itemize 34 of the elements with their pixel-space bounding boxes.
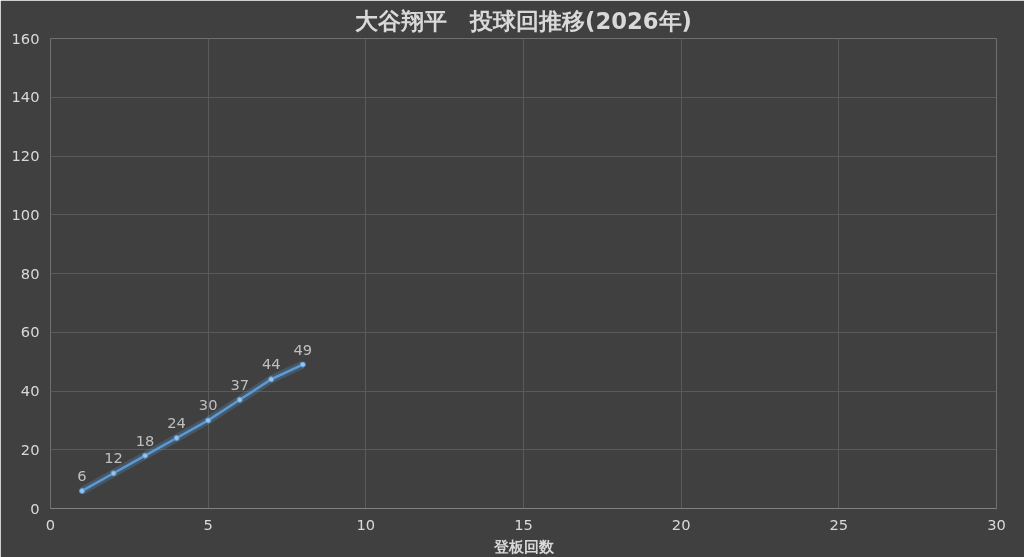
point — [142, 452, 149, 459]
data-label: 37 — [230, 375, 250, 393]
data-label: 24 — [167, 414, 186, 431]
point — [236, 396, 243, 403]
y-tick-label: 20 — [20, 440, 40, 458]
point — [205, 417, 212, 424]
y-tick-label: 160 — [11, 29, 40, 47]
y-tick-label: 100 — [11, 205, 40, 223]
chart-title: 大谷翔平 投球回推移(2026年) — [355, 7, 692, 34]
point — [110, 470, 117, 477]
data-label: 44 — [261, 355, 281, 373]
point — [173, 435, 180, 441]
y-tick-label: 40 — [20, 382, 40, 399]
data-label: 6 — [77, 466, 87, 484]
y-tick-label: 80 — [20, 264, 40, 282]
x-tick-label: 5 — [203, 515, 213, 533]
data-label: 12 — [104, 449, 123, 467]
x-tick-label: 15 — [514, 515, 533, 533]
x-tick-label: 10 — [356, 515, 376, 533]
x-tick-label: 25 — [829, 515, 849, 533]
x-axis-title: 登板回数 — [492, 537, 555, 555]
y-tick-label: 120 — [11, 147, 40, 164]
point — [299, 361, 306, 368]
point — [268, 376, 275, 383]
x-tick-label: 30 — [987, 515, 1006, 533]
data-label: 18 — [135, 431, 155, 449]
data-label: 49 — [293, 340, 313, 358]
y-tick-label: 60 — [20, 323, 40, 341]
y-tick-label: 140 — [11, 88, 40, 106]
y-tick-label: 0 — [30, 499, 40, 517]
point — [79, 487, 86, 494]
data-label: 30 — [198, 396, 218, 414]
x-tick-label: 20 — [671, 515, 691, 533]
x-tick-label: 0 — [45, 515, 56, 533]
